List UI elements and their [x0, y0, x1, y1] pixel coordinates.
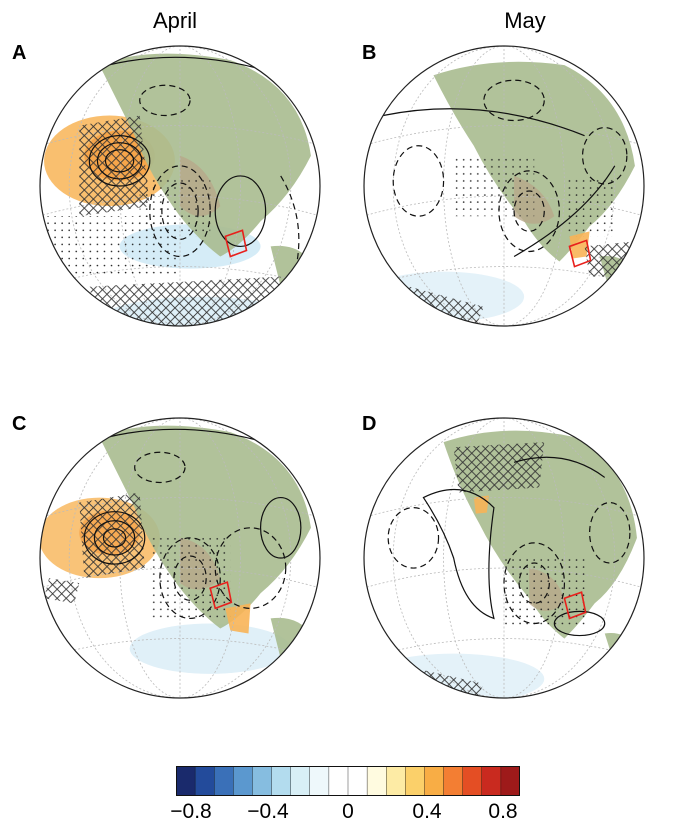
study-region-box	[224, 229, 248, 258]
colorbar-cell	[290, 766, 311, 796]
colorbar-cell	[386, 766, 406, 796]
colorbar-ticks: −0.8 −0.4 0 0.4 0.8	[0, 800, 673, 830]
globe-map-d	[363, 417, 645, 699]
colorbar-tick: 0.8	[488, 800, 518, 823]
colorbar-cell	[214, 766, 234, 796]
panel-label-a: A	[12, 42, 27, 64]
colorbar-cell	[405, 766, 425, 796]
panel-label-c: C	[12, 413, 27, 435]
colorbar-cell	[252, 766, 273, 796]
north-america-land	[99, 425, 311, 629]
column-title-april: April	[152, 8, 197, 33]
colorbar-cell	[481, 766, 502, 796]
study-region-box	[563, 591, 587, 620]
colorbar-tick: −0.4	[247, 800, 289, 823]
colorbar-tick: −0.8	[170, 800, 212, 823]
study-region-box	[209, 581, 233, 610]
colorbar-cell	[462, 766, 483, 796]
panel-label-d: D	[362, 413, 377, 435]
colorbar-cell	[328, 766, 349, 796]
colorbar-tick: 0.4	[412, 800, 442, 823]
colorbar-cell	[443, 766, 464, 796]
globe-map-c	[39, 417, 321, 699]
colorbar-cell	[271, 766, 292, 796]
colorbar-cell	[366, 766, 387, 796]
colorbar-cell	[424, 766, 445, 796]
north-america-land	[99, 53, 311, 257]
globe-map-a	[39, 45, 321, 327]
colorbar-tick: 0	[342, 800, 354, 823]
study-region-box	[568, 239, 592, 268]
south-america-land	[604, 633, 644, 698]
colorbar-cell	[347, 766, 368, 796]
colorbar-cell	[500, 766, 520, 796]
panel-label-b: B	[362, 42, 377, 64]
colorbar	[176, 766, 520, 796]
colorbar-cell	[309, 766, 330, 796]
globe-map-b	[363, 45, 645, 327]
column-title-may: May	[504, 8, 546, 33]
colorbar-cell	[176, 766, 196, 796]
colorbar-cell	[194, 766, 215, 796]
colorbar-cell	[233, 766, 253, 796]
